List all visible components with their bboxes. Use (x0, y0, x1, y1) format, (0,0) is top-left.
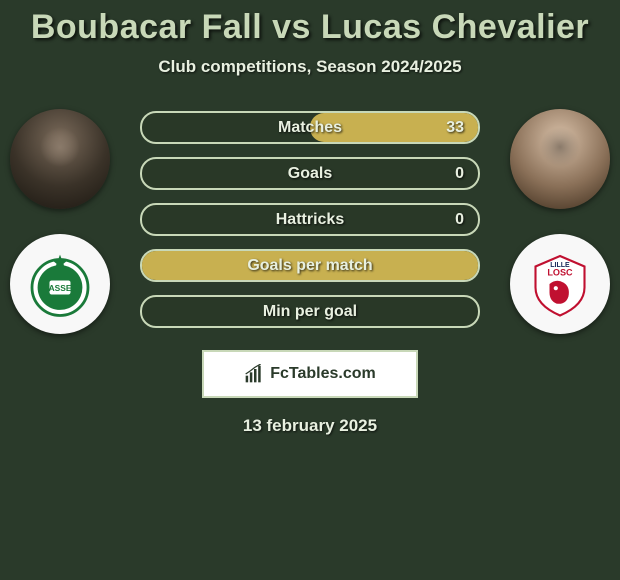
stat-label: Min per goal (263, 303, 357, 321)
chart-icon (244, 364, 264, 384)
stat-row-hattricks: Hattricks 0 (140, 203, 480, 236)
content-row: ASSE Matches 33 Goals 0 Hattricks 0 (0, 107, 620, 334)
losc-crest-icon: LILLE LOSC (525, 249, 595, 319)
right-column: LILLE LOSC (510, 107, 610, 334)
club-left-logo: ASSE (10, 234, 110, 334)
brand-box: FcTables.com (202, 350, 418, 398)
page-title: Boubacar Fall vs Lucas Chevalier (0, 8, 620, 47)
stat-row-mpg: Min per goal (140, 295, 480, 328)
stat-value-right: 33 (446, 119, 464, 137)
stat-row-matches: Matches 33 (140, 111, 480, 144)
stat-row-goals: Goals 0 (140, 157, 480, 190)
player-left-avatar (10, 109, 110, 209)
left-column: ASSE (10, 107, 110, 334)
date-text: 13 february 2025 (0, 416, 620, 436)
stat-label: Goals (288, 165, 332, 183)
brand-text: FcTables.com (270, 365, 376, 383)
asse-crest-icon: ASSE (25, 249, 95, 319)
stat-label: Hattricks (276, 211, 344, 229)
club-right-logo: LILLE LOSC (510, 234, 610, 334)
player-right-avatar (510, 109, 610, 209)
stat-row-gpm: Goals per match (140, 249, 480, 282)
infographic-container: Boubacar Fall vs Lucas Chevalier Club co… (0, 0, 620, 436)
stats-column: Matches 33 Goals 0 Hattricks 0 Goals per… (110, 107, 510, 328)
svg-text:LOSC: LOSC (547, 268, 573, 278)
stat-value-right: 0 (455, 211, 464, 229)
stat-value-right: 0 (455, 165, 464, 183)
stat-label: Goals per match (247, 257, 372, 275)
stat-label: Matches (278, 119, 342, 137)
svg-text:ASSE: ASSE (49, 283, 72, 293)
subtitle: Club competitions, Season 2024/2025 (0, 57, 620, 77)
